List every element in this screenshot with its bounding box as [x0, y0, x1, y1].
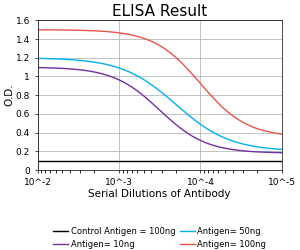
Antigen= 50ng: [180, 108, 184, 111]
Antigen= 10ng: [37, 66, 40, 69]
Antigen= 10ng: [280, 151, 284, 154]
Antigen= 50ng: [185, 112, 189, 116]
Antigen= 50ng: [181, 109, 185, 112]
Antigen= 100ng: [280, 132, 284, 136]
Control Antigen = 100ng: [242, 159, 245, 162]
Antigen= 100ng: [181, 63, 185, 66]
Antigen= 100ng: [185, 67, 189, 70]
Antigen= 10ng: [185, 132, 189, 134]
Line: Antigen= 10ng: Antigen= 10ng: [38, 68, 282, 153]
Line: Antigen= 100ng: Antigen= 100ng: [38, 30, 282, 134]
Antigen= 50ng: [257, 146, 261, 148]
Control Antigen = 100ng: [280, 159, 284, 162]
Antigen= 100ng: [242, 121, 245, 124]
Line: Antigen= 50ng: Antigen= 50ng: [38, 58, 282, 150]
Antigen= 10ng: [242, 149, 245, 152]
Antigen= 100ng: [36, 28, 39, 31]
Y-axis label: O.D.: O.D.: [4, 84, 14, 106]
Title: ELISA Result: ELISA Result: [112, 4, 207, 19]
Antigen= 10ng: [181, 128, 185, 132]
Antigen= 10ng: [257, 150, 261, 154]
Antigen= 10ng: [180, 128, 184, 131]
Antigen= 100ng: [37, 28, 40, 31]
Antigen= 50ng: [37, 57, 40, 60]
Antigen= 50ng: [36, 57, 39, 60]
Control Antigen = 100ng: [180, 159, 184, 162]
Control Antigen = 100ng: [185, 159, 189, 162]
Antigen= 100ng: [180, 62, 184, 65]
Antigen= 50ng: [242, 142, 245, 146]
Legend: Control Antigen = 100ng, Antigen= 10ng, Antigen= 50ng, Antigen= 100ng: Control Antigen = 100ng, Antigen= 10ng, …: [53, 226, 266, 249]
Antigen= 50ng: [280, 148, 284, 151]
X-axis label: Serial Dilutions of Antibody: Serial Dilutions of Antibody: [88, 190, 231, 200]
Control Antigen = 100ng: [36, 159, 39, 162]
Control Antigen = 100ng: [257, 159, 261, 162]
Antigen= 10ng: [36, 66, 39, 69]
Antigen= 100ng: [257, 128, 261, 131]
Control Antigen = 100ng: [37, 159, 40, 162]
Control Antigen = 100ng: [181, 159, 185, 162]
